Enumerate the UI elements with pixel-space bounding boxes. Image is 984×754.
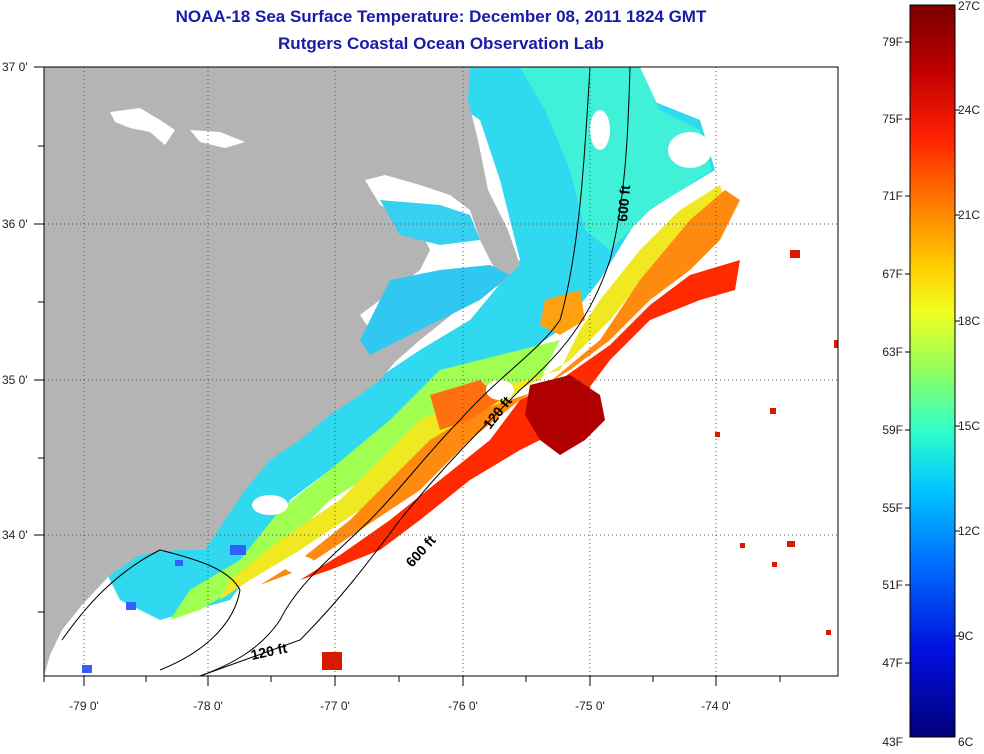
chart-subtitle: Rutgers Coastal Ocean Observation Lab: [278, 34, 604, 53]
colorbar-c-label: 24C: [958, 103, 980, 117]
lake-mattamuskeet: [110, 108, 175, 145]
colorbar-c-label: 15C: [958, 419, 980, 433]
colorbar-c-label: 9C: [958, 629, 974, 643]
colorbar-c-label: 21C: [958, 208, 980, 222]
sst-red-band: [300, 260, 740, 580]
colorbar-f-label: 63F: [882, 345, 903, 359]
colorbar-c-label: 18C: [958, 314, 980, 328]
lon-label: -75 0': [575, 699, 605, 713]
lat-label: 37 0': [2, 60, 28, 74]
lon-label: -79 0': [69, 699, 99, 713]
chart-title: NOAA-18 Sea Surface Temperature: Decembe…: [175, 7, 707, 26]
colorbar-c-label: 27C: [958, 0, 980, 13]
map-frame: [43, 66, 839, 677]
sst-cyan-offshore: [520, 67, 712, 250]
cloud-gap: [486, 380, 514, 400]
cloud-gap: [590, 110, 610, 150]
map-grid: [44, 67, 838, 676]
sst-cool-shelf: [100, 67, 715, 620]
colorbar-f-label: 55F: [882, 501, 903, 515]
sst-darkred-eddy: [525, 375, 605, 455]
contour-label-120-south: 120 ft: [249, 640, 288, 663]
contour-600ft: [199, 67, 631, 676]
lat-label: 34 0': [2, 528, 28, 542]
colorbar-c-label: 6C: [958, 735, 974, 749]
colorbar-f-label: 59F: [882, 423, 903, 437]
colorbar-f-label: 71F: [882, 189, 903, 203]
cloud-gap: [668, 132, 712, 168]
colorbar-ticks: [905, 41, 960, 664]
sst-scatter: [322, 250, 838, 670]
contour-coast: [61, 549, 241, 671]
axis-ticks: [34, 66, 781, 686]
sst-yellow-band: [220, 185, 725, 600]
lon-label: -74 0': [701, 699, 731, 713]
sst-orange-inner: [430, 380, 500, 430]
colorbar-f-label: 51F: [882, 578, 903, 592]
colorbar-c-label: 12C: [958, 524, 980, 538]
sst-orange-band: [260, 190, 740, 585]
lon-label: -78 0': [193, 699, 223, 713]
sound-pamlico: [360, 265, 510, 355]
cloud-gap: [252, 495, 288, 515]
colorbar-f-label: 67F: [882, 267, 903, 281]
lat-label: 36 0': [2, 217, 28, 231]
colorbar: [909, 4, 956, 738]
colorbar-f-label: 47F: [882, 656, 903, 670]
cloud-gap: [284, 556, 316, 574]
lon-label: -77 0': [320, 699, 350, 713]
contour-120ft: [199, 67, 591, 676]
lon-label: -76 0': [448, 699, 478, 713]
sound-albemarle: [380, 200, 480, 245]
lake-2: [190, 130, 245, 148]
lat-label: 35 0': [2, 373, 28, 387]
colorbar-f-label: 43F: [882, 735, 903, 749]
map-content: [44, 67, 838, 676]
colorbar-f-label: 79F: [882, 35, 903, 49]
colorbar-f-label: 75F: [882, 112, 903, 126]
depth-contours: [61, 67, 631, 676]
contour-label-600-north: 600 ft: [614, 184, 633, 222]
